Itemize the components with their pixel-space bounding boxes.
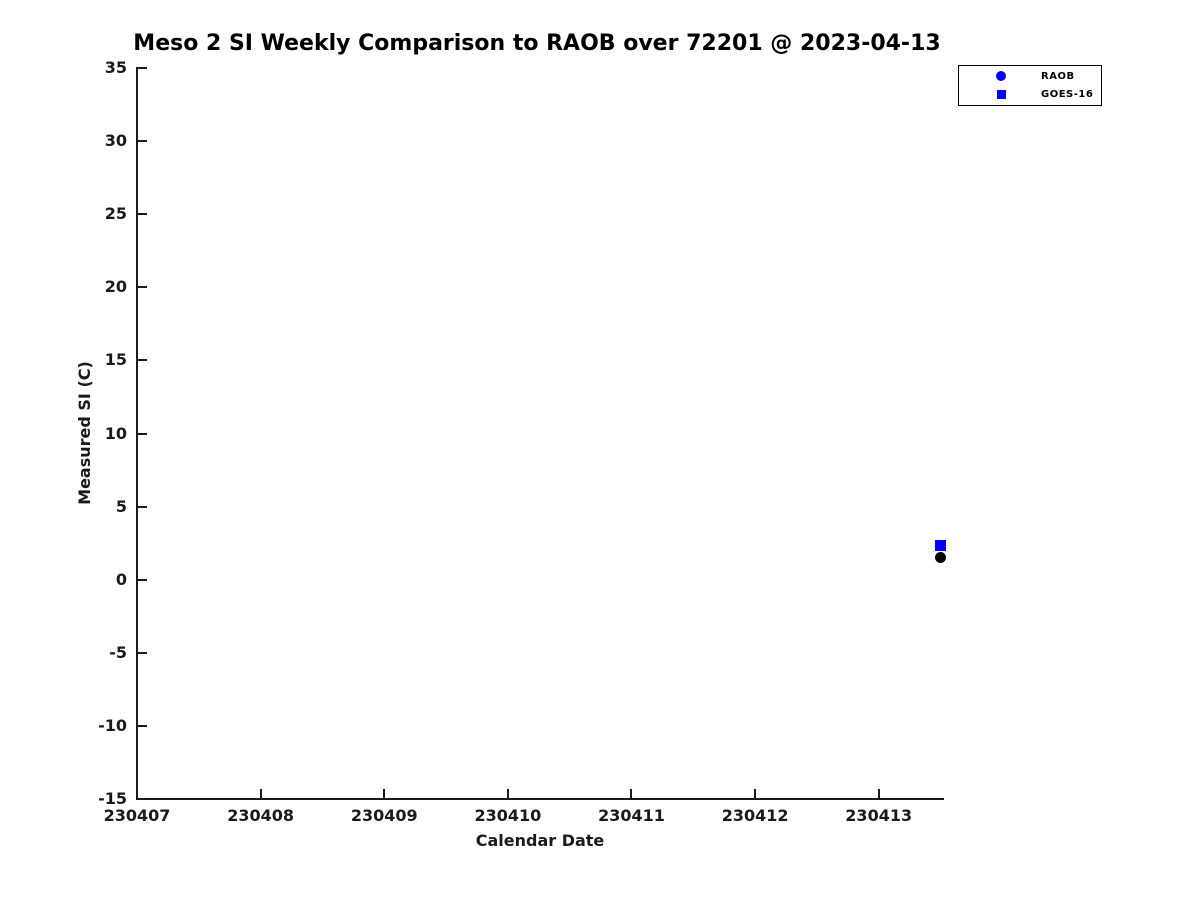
legend-item-goes-16: GOES-16 [959, 86, 1101, 103]
circle-icon [995, 70, 1007, 82]
x-tick-label: 230412 [721, 806, 789, 825]
x-tick [136, 789, 138, 798]
circle-glyph [996, 71, 1006, 82]
chart-title: Meso 2 SI Weekly Comparison to RAOB over… [133, 31, 941, 56]
x-tick [259, 789, 262, 798]
legend-item-raob: RAOB [959, 68, 1101, 85]
y-tick-label: 30 [104, 131, 127, 151]
x-tick-label: 230410 [474, 806, 542, 825]
y-tick-label: 25 [104, 204, 127, 224]
y-tick [138, 286, 147, 289]
y-tick-label: 35 [104, 58, 127, 77]
y-tick [138, 359, 147, 362]
square-icon [995, 89, 1007, 101]
y-tick [138, 578, 147, 581]
x-tick [754, 789, 757, 798]
square-glyph [996, 90, 1006, 100]
y-axis-line [136, 67, 138, 800]
legend-label: RAOB [1041, 70, 1075, 82]
y-tick-label: 15 [104, 350, 127, 370]
y-tick [138, 432, 147, 435]
data-point-goes-16 [935, 539, 947, 551]
y-tick [138, 798, 147, 800]
y-tick [138, 724, 147, 727]
y-tick [138, 140, 147, 143]
y-tick-label: 10 [104, 423, 127, 443]
y-tick [138, 651, 147, 654]
y-tick-label: -15 [98, 789, 127, 808]
y-tick [138, 213, 147, 216]
x-tick [630, 789, 633, 798]
x-axis-line [136, 798, 944, 800]
y-tick-label: 5 [115, 496, 127, 516]
x-tick [506, 789, 509, 798]
x-tick-label: 230408 [227, 806, 294, 825]
y-tick-label: 20 [104, 277, 127, 297]
y-tick-label: 0 [115, 569, 127, 589]
y-tick [138, 505, 147, 508]
x-tick [877, 789, 880, 798]
x-tick-label: 230411 [598, 806, 665, 825]
legend: RAOB GOES-16 [958, 65, 1102, 106]
x-tick-label: 230413 [845, 806, 913, 825]
x-tick-label: 230409 [350, 806, 418, 825]
y-tick-label: -5 [109, 642, 127, 662]
data-point-raob [935, 551, 947, 563]
legend-label: GOES-16 [1041, 89, 1094, 101]
y-axis-title: Measured SI (C) [75, 361, 94, 505]
y-tick-label: -10 [98, 715, 127, 735]
x-axis-title: Calendar Date [475, 831, 605, 850]
x-tick-label: 230407 [103, 806, 171, 825]
y-tick [138, 67, 147, 69]
x-tick [383, 789, 386, 798]
